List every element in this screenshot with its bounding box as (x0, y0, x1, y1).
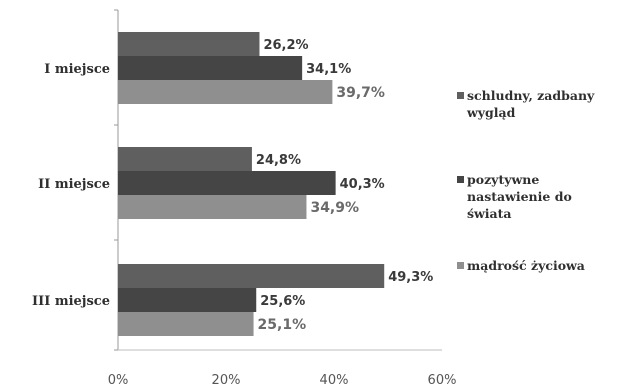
legend-swatch (457, 92, 464, 99)
bar (118, 56, 303, 80)
data-label-bg (334, 83, 383, 101)
x-tick-label: 20% (212, 373, 241, 388)
chart-bars (118, 32, 385, 336)
bar (118, 147, 252, 171)
data-label-bg (308, 198, 357, 216)
legend-entry: mądrość życiowa (467, 258, 585, 273)
data-label: 49,3% (388, 270, 433, 285)
data-label-bg (304, 59, 353, 77)
data-label-bg (258, 291, 307, 309)
data-label: 34,9% (310, 200, 359, 216)
legend-swatch (457, 262, 464, 269)
data-label-bg (337, 174, 386, 192)
data-label: 40,3% (340, 177, 385, 192)
bar (118, 195, 307, 219)
chart-tick-labels: 0% 20% 40% 60% (108, 373, 457, 388)
bar (118, 32, 260, 56)
bar (118, 264, 385, 288)
category-label: II miejsce (38, 177, 110, 192)
legend-entry: schludny, zadbany wygląd (466, 88, 595, 120)
legend-entry: pozytywne nastawienie do świata (467, 172, 572, 221)
bar (118, 312, 254, 336)
x-tick-label: 0% (108, 373, 129, 388)
x-tick-label: 40% (320, 373, 349, 388)
bar (118, 171, 336, 195)
data-label: 25,6% (260, 294, 305, 309)
bar (118, 80, 333, 104)
x-tick-label: 60% (428, 373, 457, 388)
data-label-bg (253, 150, 302, 168)
data-label-bg (386, 267, 435, 285)
bar (118, 288, 257, 312)
data-label-bg (261, 35, 310, 53)
chart-category-labels: I miejsce II miejsce III miejsce (32, 62, 110, 309)
category-label: III miejsce (32, 294, 110, 309)
data-label: 26,2% (263, 38, 308, 53)
chart-legend: schludny, zadbany wygląd pozytywne nastawie… (457, 88, 595, 273)
chart-data-labels: 26,2% 24,8% 49,3% 34,1% 40,3% 25,6% 39,7% 34,9%… (253, 35, 435, 333)
category-label: I miejsce (44, 62, 110, 77)
data-label-bg (255, 315, 304, 333)
data-label: 39,7% (336, 85, 385, 101)
data-label: 24,8% (256, 153, 301, 168)
data-label: 34,1% (306, 62, 351, 77)
data-label: 25,1% (258, 317, 307, 333)
legend-swatch (457, 176, 464, 183)
